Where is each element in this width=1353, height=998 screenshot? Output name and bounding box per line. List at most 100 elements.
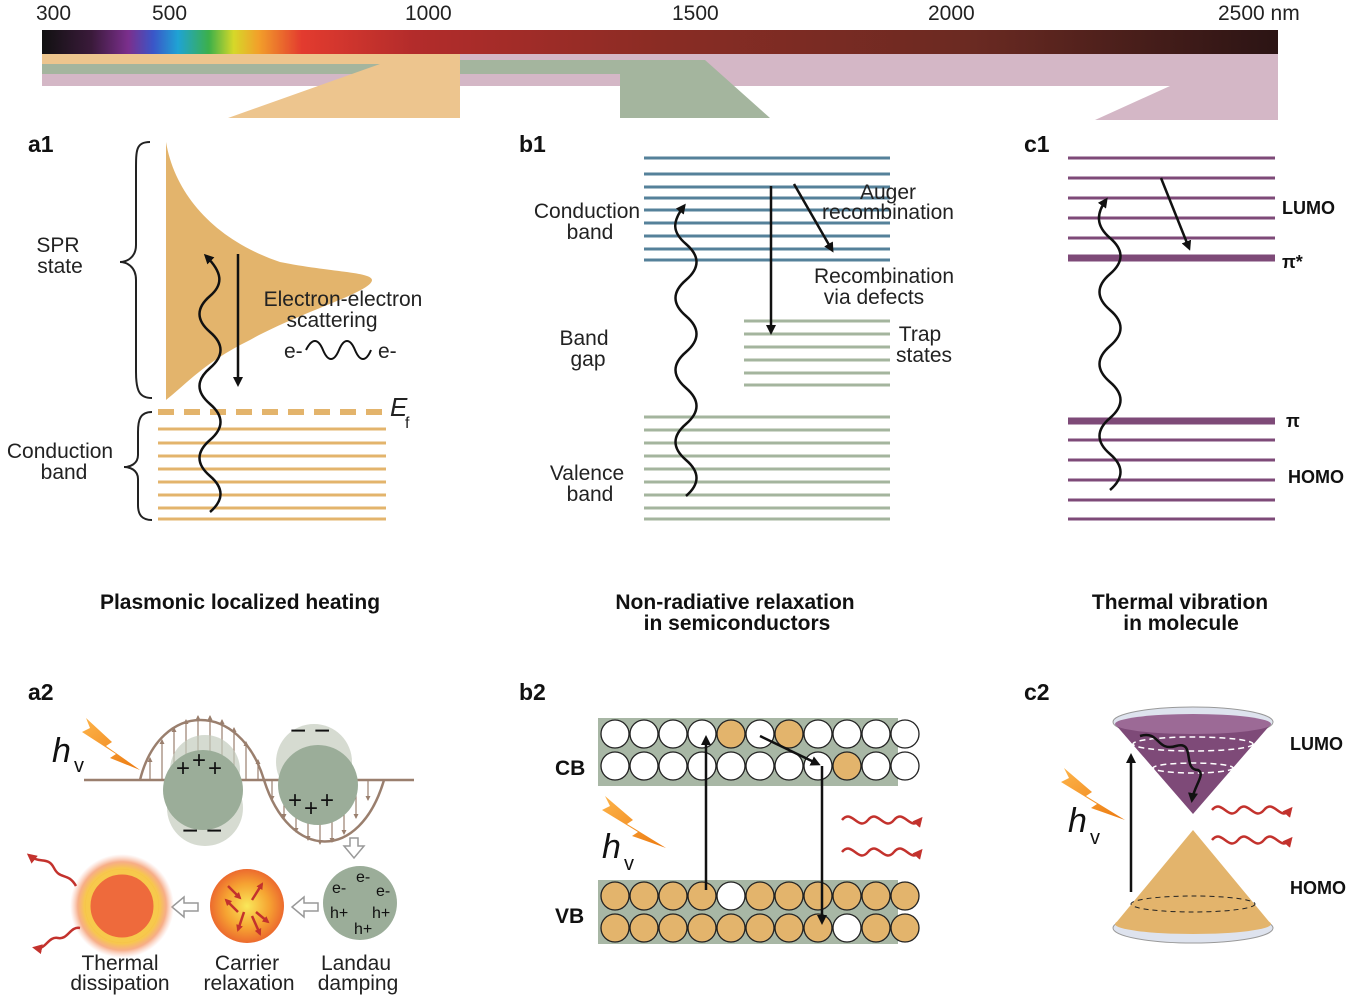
fermi-level-sub: f bbox=[405, 415, 410, 432]
charge-label: e- bbox=[356, 869, 370, 886]
plus-sign: + bbox=[288, 787, 302, 814]
plasmonic-range-band bbox=[42, 54, 460, 118]
relaxation-arrow bbox=[1159, 177, 1192, 251]
occupied-state-atom bbox=[600, 881, 630, 911]
cb-label: CB bbox=[555, 757, 585, 780]
tick-label: 2500 nm bbox=[1218, 2, 1300, 25]
panel-a2: a2 h v bbox=[26, 679, 414, 995]
conduction-band-label: Conduction bbox=[534, 200, 640, 223]
empty-state-atom bbox=[832, 719, 862, 749]
electron-label: e- bbox=[284, 340, 303, 363]
photon-v: v bbox=[1090, 827, 1100, 849]
plus-sign: + bbox=[208, 755, 222, 782]
charge-label: e- bbox=[376, 883, 390, 900]
occupied-state-atom bbox=[629, 913, 659, 943]
auger-label: recombination bbox=[822, 201, 954, 224]
process-arrow-left bbox=[170, 895, 199, 919]
fermi-level-label: E bbox=[390, 392, 408, 422]
homo-cone bbox=[1115, 830, 1271, 924]
landau-damping-label: damping bbox=[318, 972, 399, 995]
electron-label: e- bbox=[378, 340, 397, 363]
tick-label: 1500 bbox=[672, 2, 719, 25]
homo-label: HOMO bbox=[1290, 878, 1346, 898]
panel-title: Thermal vibration bbox=[1092, 591, 1268, 614]
panel-title: Non-radiative relaxation bbox=[615, 591, 854, 614]
photon-h: h bbox=[602, 828, 621, 866]
empty-state-atom bbox=[774, 751, 804, 781]
vb-label: VB bbox=[555, 905, 584, 928]
panel-b1: b1 Conduction band Auger recombination R… bbox=[519, 131, 954, 635]
empty-state-atom bbox=[890, 751, 920, 781]
panel-tag: a2 bbox=[28, 679, 54, 705]
occupied-state-atom bbox=[890, 913, 920, 943]
heat-wave bbox=[32, 926, 81, 955]
valence-band-label: Valence bbox=[550, 462, 624, 485]
panel-c1: c1 LUMO π* π HOMO Thermal vibration in m… bbox=[1024, 131, 1344, 635]
homo-level bbox=[1130, 895, 1256, 913]
pi-label: π bbox=[1286, 411, 1300, 431]
tick-label: 300 bbox=[36, 2, 71, 25]
auger-arrow bbox=[792, 183, 834, 253]
plus-sign: + bbox=[304, 795, 318, 822]
spectrum-bar: 300 500 1000 1500 2000 2500 nm bbox=[36, 2, 1300, 120]
excitation-arrow bbox=[1097, 197, 1122, 491]
conduction-band-label: Conduction bbox=[7, 440, 113, 463]
tick-label: 500 bbox=[152, 2, 187, 25]
plus-sign: + bbox=[320, 787, 334, 814]
occupied-state-atom bbox=[803, 881, 833, 911]
minus-sign: − bbox=[206, 815, 222, 846]
occupied-state-atom bbox=[803, 913, 833, 943]
thermal-sphere bbox=[85, 869, 159, 943]
photon-h: h bbox=[1068, 802, 1087, 840]
occupied-state-atom bbox=[861, 913, 891, 943]
occupied-state-atom bbox=[832, 751, 862, 781]
panel-title: in semiconductors bbox=[644, 612, 831, 635]
empty-state-atom bbox=[803, 719, 833, 749]
panel-tag: b1 bbox=[519, 131, 546, 157]
conduction-band-label: band bbox=[41, 461, 88, 484]
empty-state-atom bbox=[600, 719, 630, 749]
conduction-brace bbox=[123, 411, 153, 521]
panel-a1: a1 SPR state E f Conduction band Electro… bbox=[7, 131, 423, 614]
minus-sign: − bbox=[314, 715, 330, 746]
empty-state-atom bbox=[716, 751, 746, 781]
trap-levels bbox=[744, 319, 890, 387]
photon-v: v bbox=[74, 755, 84, 777]
lumo-level bbox=[1152, 762, 1234, 774]
relaxation-arrow bbox=[759, 734, 821, 766]
empty-state-atom bbox=[745, 719, 775, 749]
panel-tag: a1 bbox=[28, 131, 54, 157]
empty-state-atom bbox=[687, 719, 717, 749]
landau-sphere bbox=[323, 866, 397, 940]
defects-label: Recombination bbox=[814, 265, 954, 288]
occupied-state-atom bbox=[861, 881, 891, 911]
empty-state-atom bbox=[803, 751, 833, 781]
minus-sign: − bbox=[290, 715, 306, 746]
empty-state-atom bbox=[658, 751, 688, 781]
scattering-label: Electron-electron bbox=[264, 288, 423, 311]
lightning-icon bbox=[82, 718, 140, 770]
band-gap-label: gap bbox=[570, 348, 605, 371]
charge-label: h+ bbox=[330, 905, 348, 922]
spr-state-label: SPR bbox=[36, 234, 79, 257]
lumo-level bbox=[1132, 736, 1254, 752]
process-arrow-down bbox=[342, 837, 366, 860]
empty-state-atom bbox=[716, 881, 746, 911]
thermal-dissipation-label: Thermal bbox=[81, 952, 158, 975]
process-arrow-left bbox=[290, 895, 319, 919]
heat-wave bbox=[841, 847, 923, 860]
valence-levels bbox=[644, 415, 890, 521]
occupied-state-atom bbox=[658, 913, 688, 943]
empty-state-atom bbox=[687, 751, 717, 781]
valence-band-label: band bbox=[567, 483, 614, 506]
empty-state-atom bbox=[600, 751, 630, 781]
homo-levels bbox=[1068, 438, 1275, 521]
nanoparticle bbox=[278, 745, 358, 825]
occupied-state-atom bbox=[832, 881, 862, 911]
carrier-relaxation-label: Carrier bbox=[215, 952, 279, 975]
charge-label: h+ bbox=[372, 905, 390, 922]
charge-label: h+ bbox=[354, 921, 372, 938]
lightning-icon bbox=[1061, 768, 1125, 820]
lightning-icon bbox=[602, 796, 666, 848]
